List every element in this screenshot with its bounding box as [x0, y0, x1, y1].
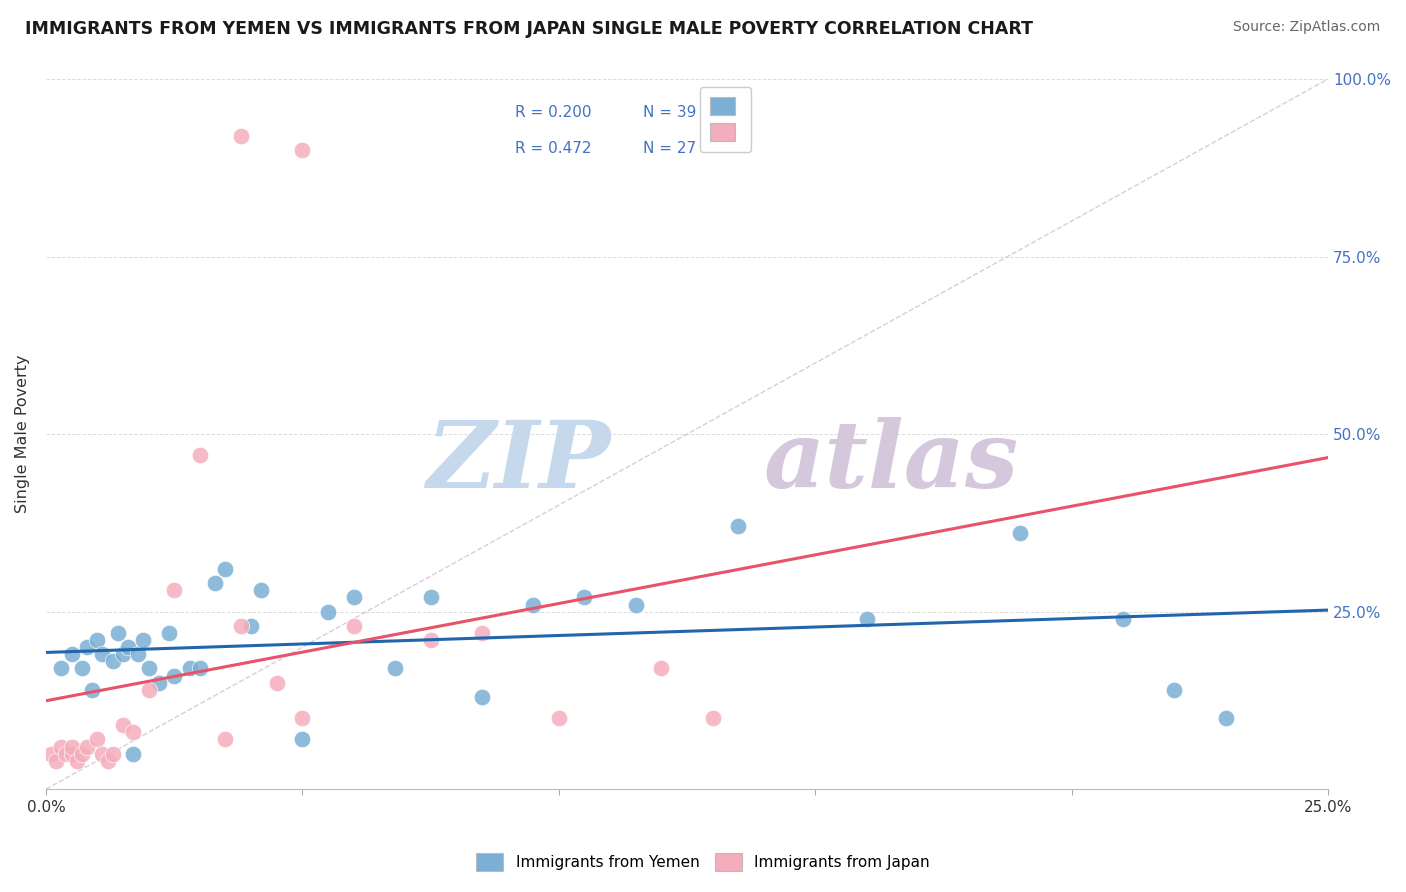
Point — [76, 739, 98, 754]
Text: R = 0.472: R = 0.472 — [515, 142, 592, 156]
Point — [45, 754, 67, 768]
Point — [86, 732, 108, 747]
Point — [471, 626, 494, 640]
Point — [291, 732, 314, 747]
Point — [138, 682, 160, 697]
Point — [419, 632, 441, 647]
Point — [117, 640, 139, 654]
Point — [132, 632, 155, 647]
Point — [291, 711, 314, 725]
Text: atlas: atlas — [763, 417, 1019, 508]
Point — [70, 747, 93, 761]
Point — [624, 598, 647, 612]
Point — [66, 754, 89, 768]
Point — [70, 661, 93, 675]
Point — [107, 626, 129, 640]
Point — [188, 449, 211, 463]
Point — [343, 591, 366, 605]
Point — [157, 626, 180, 640]
Point — [148, 675, 170, 690]
Point — [522, 598, 544, 612]
Point — [214, 732, 236, 747]
Point — [316, 605, 339, 619]
Point — [60, 647, 83, 661]
Text: IMMIGRANTS FROM YEMEN VS IMMIGRANTS FROM JAPAN SINGLE MALE POVERTY CORRELATION C: IMMIGRANTS FROM YEMEN VS IMMIGRANTS FROM… — [25, 20, 1033, 37]
Y-axis label: Single Male Poverty: Single Male Poverty — [15, 355, 30, 513]
Point — [188, 661, 211, 675]
Point — [86, 632, 108, 647]
Point — [855, 612, 877, 626]
Point — [1010, 526, 1032, 541]
Point — [60, 739, 83, 754]
Point — [163, 668, 186, 682]
Point — [229, 619, 252, 633]
Point — [122, 725, 145, 739]
Point — [51, 661, 73, 675]
Point — [82, 682, 104, 697]
Point — [574, 591, 596, 605]
Point — [1112, 612, 1135, 626]
Text: N = 27: N = 27 — [644, 142, 696, 156]
Point — [547, 711, 569, 725]
Point — [229, 128, 252, 143]
Point — [111, 647, 134, 661]
Legend: , : , — [700, 87, 751, 152]
Point — [1215, 711, 1237, 725]
Point — [60, 747, 83, 761]
Legend: Immigrants from Yemen, Immigrants from Japan: Immigrants from Yemen, Immigrants from J… — [470, 847, 936, 877]
Point — [471, 690, 494, 704]
Point — [266, 675, 288, 690]
Point — [51, 739, 73, 754]
Text: N = 39: N = 39 — [644, 104, 697, 120]
Point — [39, 747, 62, 761]
Point — [76, 640, 98, 654]
Point — [179, 661, 201, 675]
Point — [55, 747, 77, 761]
Point — [163, 583, 186, 598]
Text: R = 0.200: R = 0.200 — [515, 104, 592, 120]
Point — [343, 619, 366, 633]
Point — [727, 519, 749, 533]
Point — [204, 576, 226, 591]
Point — [127, 647, 149, 661]
Point — [91, 647, 114, 661]
Point — [1163, 682, 1185, 697]
Point — [101, 654, 124, 668]
Point — [702, 711, 724, 725]
Text: ZIP: ZIP — [426, 417, 610, 508]
Point — [250, 583, 273, 598]
Point — [96, 754, 118, 768]
Point — [291, 143, 314, 157]
Point — [91, 747, 114, 761]
Point — [138, 661, 160, 675]
Point — [650, 661, 672, 675]
Point — [111, 718, 134, 732]
Point — [214, 562, 236, 576]
Point — [101, 747, 124, 761]
Point — [419, 591, 441, 605]
Point — [240, 619, 263, 633]
Point — [384, 661, 406, 675]
Point — [122, 747, 145, 761]
Text: Source: ZipAtlas.com: Source: ZipAtlas.com — [1233, 20, 1381, 34]
